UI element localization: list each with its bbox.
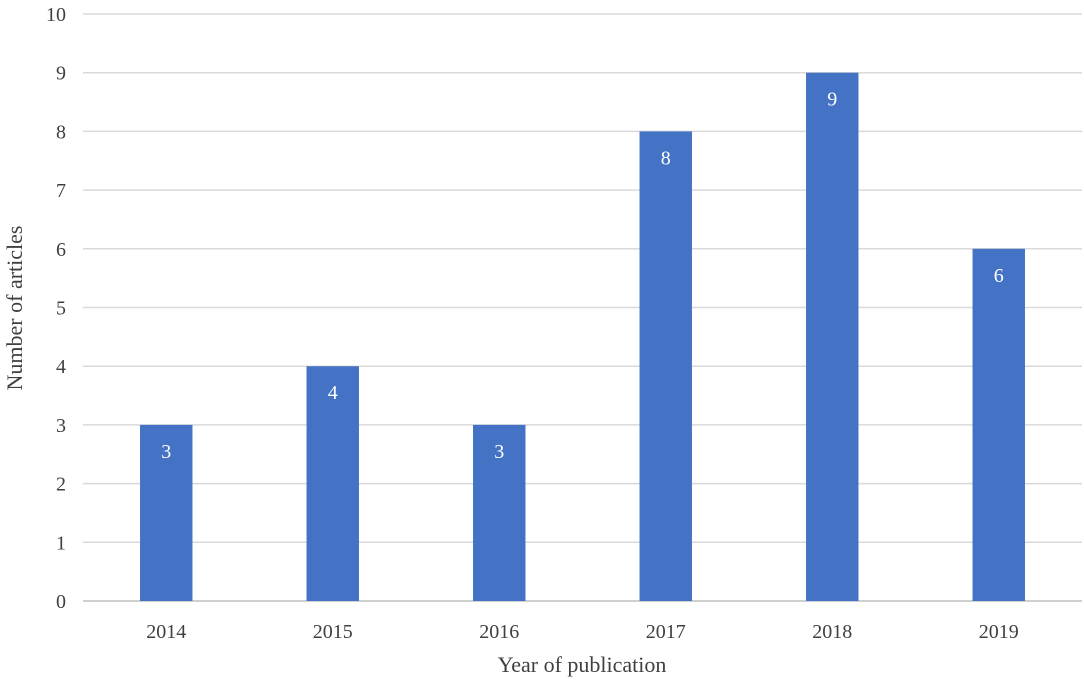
- y-tick-label: 5: [56, 298, 66, 320]
- x-tick-label-2018: 2018: [812, 621, 852, 643]
- y-tick-label: 2: [56, 474, 66, 496]
- y-axis-title: Number of articles: [2, 226, 27, 391]
- data-label-2015: 4: [328, 382, 338, 404]
- y-tick-label: 1: [56, 532, 66, 554]
- bars: [140, 72, 1025, 602]
- bar-2014: [140, 424, 193, 601]
- bar-2016: [473, 424, 526, 601]
- y-tick-label: 9: [56, 63, 66, 85]
- y-tick-label: 6: [56, 239, 66, 261]
- gridlines: [83, 13, 1082, 602]
- x-axis-ticks: 2014 2015 2016 2017 2018 2019: [146, 621, 1019, 643]
- x-tick-label-2019: 2019: [979, 621, 1019, 643]
- bar-2018: [806, 72, 859, 601]
- y-axis-ticks: 0 1 2 3 4 5 6 7 8 9 10: [46, 4, 66, 613]
- y-tick-label: 4: [56, 356, 66, 378]
- bar-2017: [639, 131, 692, 601]
- x-tick-label-2014: 2014: [146, 621, 186, 643]
- data-label-2019: 6: [994, 265, 1004, 287]
- bar-2019: [972, 248, 1025, 602]
- x-axis-title: Year of publication: [498, 652, 667, 677]
- x-tick-label-2017: 2017: [646, 621, 686, 643]
- data-label-2018: 9: [827, 89, 837, 111]
- data-label-2017: 8: [661, 147, 671, 169]
- y-tick-label: 10: [46, 4, 66, 26]
- y-tick-label: 0: [56, 591, 66, 613]
- x-tick-label-2016: 2016: [479, 621, 519, 643]
- y-tick-label: 3: [56, 415, 66, 437]
- data-label-2014: 3: [161, 441, 171, 463]
- bar-2015: [306, 366, 359, 601]
- data-label-2016: 3: [494, 441, 504, 463]
- y-tick-label: 7: [56, 180, 66, 202]
- data-labels: 3 4 3 8 9 6: [161, 89, 1004, 463]
- y-tick-label: 8: [56, 121, 66, 143]
- x-tick-label-2015: 2015: [313, 621, 353, 643]
